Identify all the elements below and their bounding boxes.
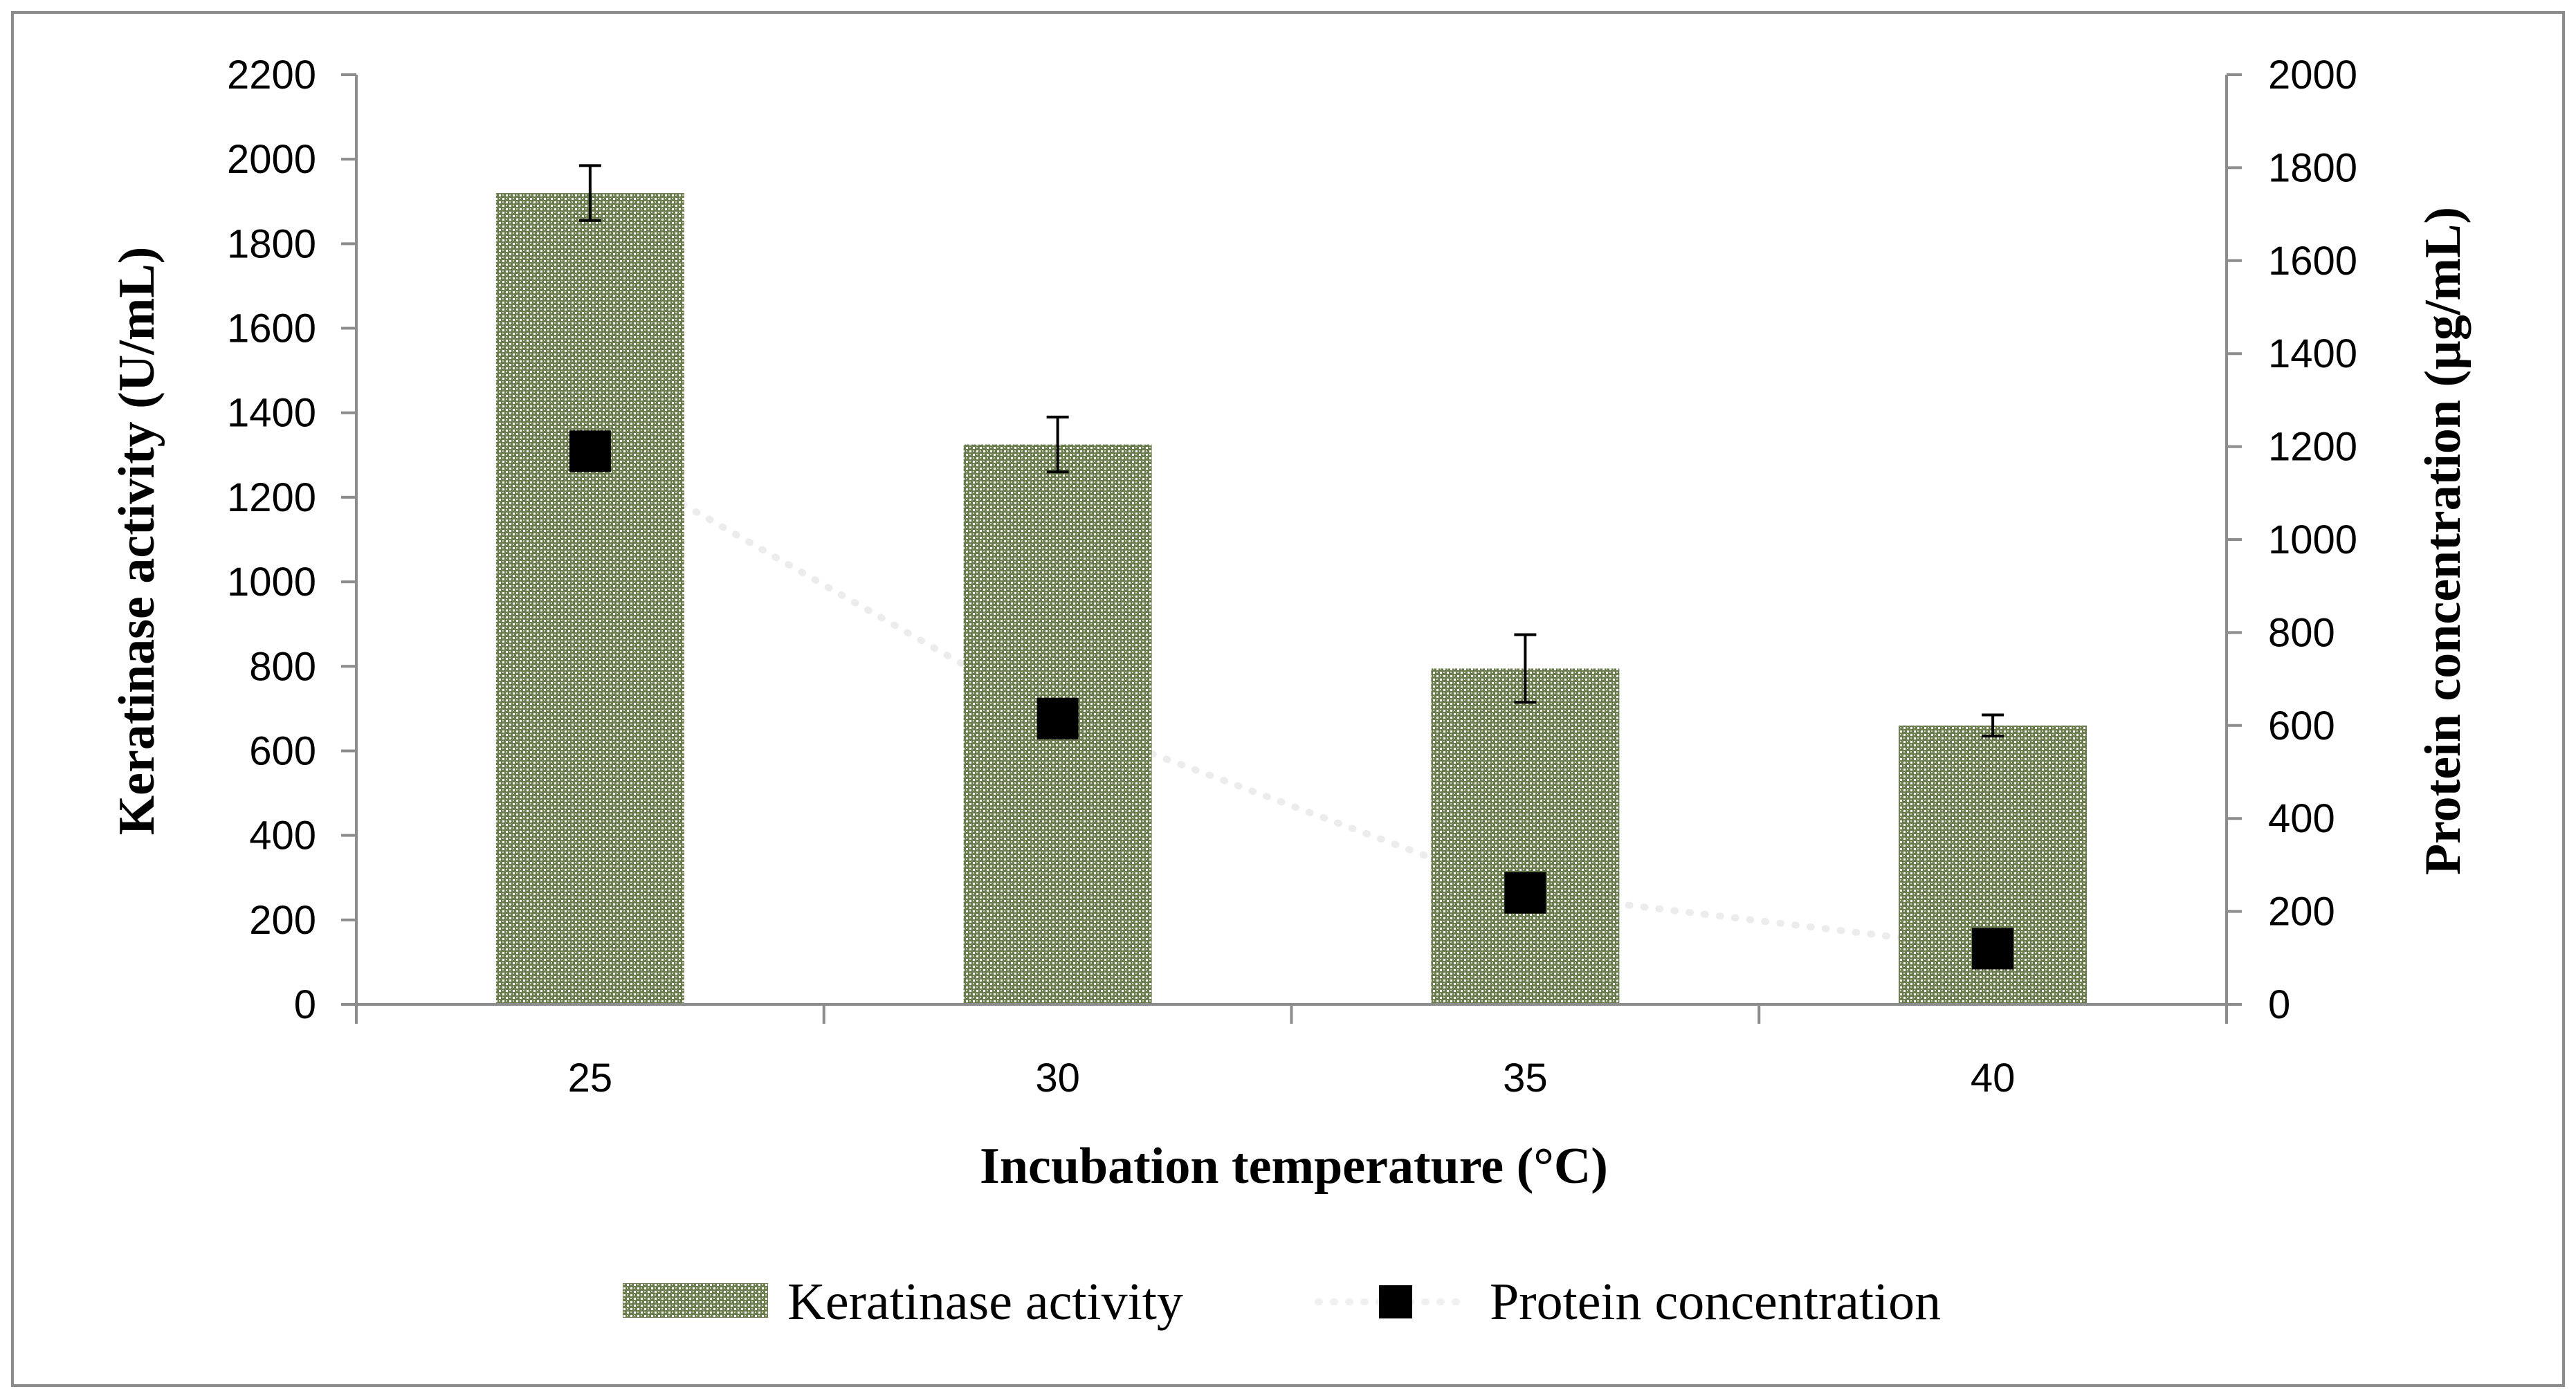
protein-marker — [1036, 697, 1079, 739]
y-axis-title: Keratinase activity (U/mL) — [109, 247, 165, 836]
y2-tick-label: 1600 — [2268, 239, 2357, 284]
protein-marker — [1504, 872, 1546, 914]
chart-frame — [11, 11, 2565, 1387]
y2-axis-title: Protein concentration (µg/mL) — [2415, 207, 2472, 875]
protein-markers-layer — [569, 430, 2014, 970]
bars-layer — [495, 193, 2088, 1004]
x-axis-title: Incubation temperature (°C) — [980, 1138, 1608, 1195]
y2-tick-label: 200 — [2268, 890, 2335, 935]
protein-marker — [1972, 928, 2014, 970]
y2-tick-label: 1200 — [2268, 425, 2357, 470]
x-tick-label: 35 — [1503, 1056, 1548, 1101]
protein-marker — [569, 430, 611, 472]
y-tick-label: 800 — [249, 644, 316, 689]
y2-tick-label: 2000 — [2268, 53, 2357, 98]
bar — [495, 193, 684, 1004]
y2-tick-label: 400 — [2268, 796, 2335, 841]
y2-tick-label: 1800 — [2268, 145, 2357, 190]
y-tick-label: 2200 — [227, 53, 316, 98]
y-tick-label: 0 — [294, 982, 316, 1027]
y2-tick-label: 800 — [2268, 610, 2335, 655]
x-tick-label: 25 — [568, 1056, 613, 1101]
y2-tick-label: 1000 — [2268, 517, 2357, 562]
legend-swatch-keratinase — [623, 1283, 768, 1318]
y-tick-label: 1600 — [227, 306, 316, 351]
axes-layer: 0200400600800100012001400160018002000220… — [227, 53, 2357, 1101]
y-tick-label: 1800 — [227, 221, 316, 266]
protein-trendline-layer — [586, 448, 1997, 953]
legend: Keratinase activity Protein concentratio… — [623, 1273, 1941, 1331]
y2-tick-label: 600 — [2268, 703, 2335, 748]
y-tick-label: 2000 — [227, 137, 316, 182]
x-tick-label: 30 — [1035, 1056, 1080, 1101]
y-tick-label: 400 — [249, 813, 316, 858]
legend-swatch-protein-marker — [1379, 1285, 1412, 1318]
x-tick-label: 40 — [1971, 1056, 2016, 1101]
bar — [1431, 668, 1620, 1004]
legend-label-protein: Protein concentration — [1490, 1273, 1941, 1331]
protein-trendline — [586, 448, 1997, 953]
y2-tick-label: 0 — [2268, 982, 2290, 1027]
error-bars-layer — [578, 164, 2004, 738]
y-tick-label: 1400 — [227, 391, 316, 436]
legend-label-keratinase: Keratinase activity — [787, 1273, 1183, 1331]
y-tick-label: 200 — [249, 898, 316, 943]
y-tick-label: 600 — [249, 728, 316, 773]
y2-tick-label: 1400 — [2268, 331, 2357, 376]
y-tick-label: 1000 — [227, 560, 316, 605]
y-tick-label: 1200 — [227, 475, 316, 520]
